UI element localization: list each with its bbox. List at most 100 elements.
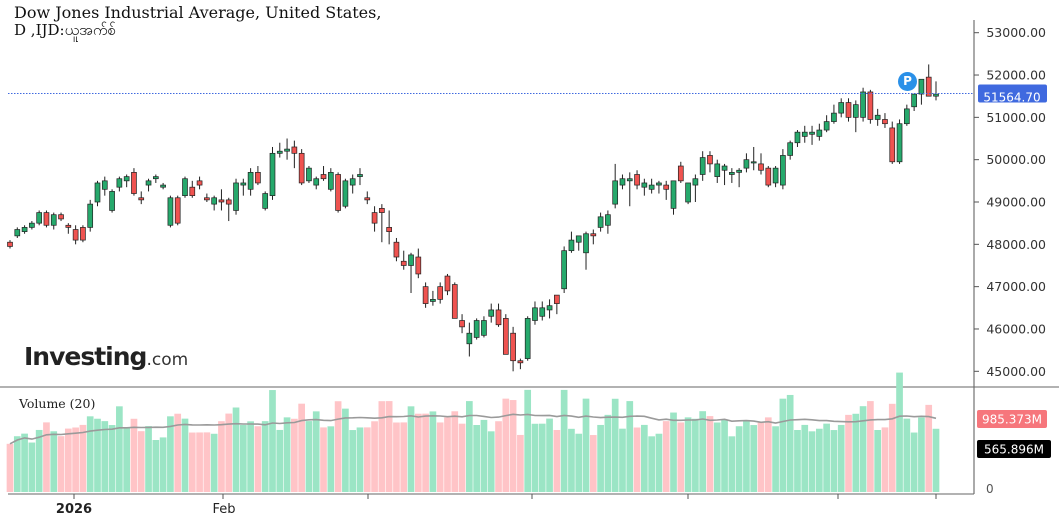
candlestick [379,204,385,243]
candle-body [933,93,939,97]
candle-body [145,180,152,186]
candlestick [145,178,152,192]
candlestick [393,237,400,262]
candlestick [7,240,13,249]
candle-body [160,184,166,188]
candle-body [80,227,86,241]
candle-body [72,229,79,241]
volume-bar [772,426,779,492]
price-tick-label: 46000.00 [986,321,1046,336]
volume-bar [837,424,845,492]
volume-bar [232,407,240,492]
volume-bar [261,421,269,492]
volume-bar [487,431,495,492]
candlestick [546,299,553,319]
volume-bar [378,401,386,492]
candle-body [721,165,728,171]
volume-moving-average-line [9,413,937,445]
volume-bar [21,433,28,492]
candle-body [247,172,254,190]
volume-bar [896,372,903,492]
candle-body [335,174,341,211]
volume-bar [152,440,160,492]
candle-body [772,167,779,184]
volume-bar [473,425,480,492]
volume-bar [757,422,765,492]
volume-bar [925,404,933,492]
candle-body [561,250,567,290]
candle-body [357,174,363,177]
candlestick [211,195,217,211]
volume-bar [349,430,357,492]
candlestick [809,125,815,145]
volume-bar [305,421,313,492]
volume-bar [422,413,429,492]
candlestick [904,104,910,126]
candlestick [225,197,232,222]
candle-body [116,178,123,188]
candle-body [925,76,932,97]
candlestick [699,151,706,181]
candlestick [306,166,312,183]
volume-bar [830,430,838,492]
volume-bar [546,418,553,492]
candlestick [539,301,546,321]
candlestick [787,140,794,160]
candlestick [554,294,560,315]
volume-bar [888,403,896,492]
volume-bar [181,418,189,492]
candle-body [823,121,830,131]
volume-bar [444,417,451,492]
candle-body [123,176,130,182]
time-label-year: 2026 [56,502,92,517]
volume-bar [35,429,43,492]
candle-body [787,142,794,156]
candle-body [597,216,604,228]
volume-bar [735,426,743,492]
candlestick [138,191,145,205]
volume-bar [239,424,247,492]
volume-bar [699,411,707,492]
candlestick [14,227,21,238]
candle-body [801,131,808,137]
candle-body [408,254,414,266]
candle-body [371,212,378,224]
candlestick [488,303,495,323]
candlestick [386,210,392,245]
volume-bar [531,423,539,492]
candlestick [291,140,298,169]
volume-bar [145,426,152,492]
candlestick [29,221,35,230]
candle-body [831,112,837,122]
candle-body [648,184,655,190]
candle-body [729,172,735,175]
candle-body [386,227,392,232]
candlestick [882,113,888,128]
candle-body [794,131,801,144]
candlestick [247,168,254,196]
volume-bar [130,418,138,492]
volume-bar [72,427,79,492]
volume-bar [371,421,378,492]
p-marker-icon[interactable]: P [898,72,917,91]
volume-bar [670,412,677,492]
candlestick [422,282,429,308]
candlestick [415,248,422,279]
volume-high-badge: 985.373M [977,410,1047,428]
candlestick [437,282,444,304]
candlestick [889,121,896,164]
price-tick-label: 49000.00 [986,195,1046,210]
volume-bar [385,401,393,492]
candle-body [575,235,582,243]
candle-body [809,131,815,135]
volume-bar [677,422,685,492]
candle-body [670,180,677,209]
candlestick [152,174,159,183]
volume-bar [611,398,619,492]
last-price-badge: 51564.70 [978,84,1047,105]
volume-bar [619,428,626,492]
candlestick [196,176,203,190]
volume-bar [283,417,291,492]
volume-bar [407,406,415,492]
